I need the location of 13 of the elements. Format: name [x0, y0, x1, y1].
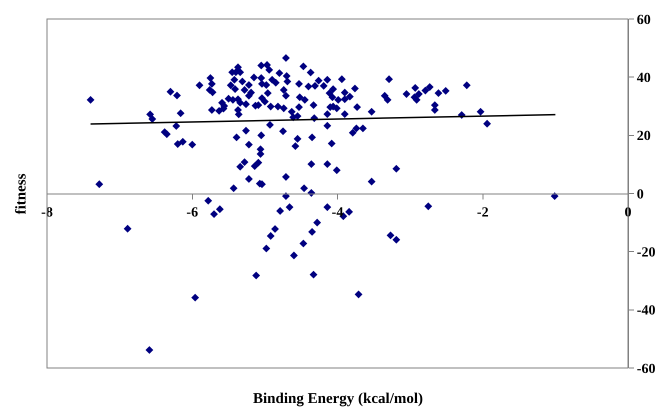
y-tick-label: 0: [636, 187, 644, 202]
y-axis-title: fitness: [13, 173, 30, 214]
x-tick-label: -2: [476, 205, 489, 220]
y-tick-label: -20: [636, 246, 656, 261]
x-tick-label: -6: [186, 205, 198, 220]
x-tick-label: -4: [332, 205, 344, 220]
y-tick-label: 40: [636, 71, 651, 86]
x-tick-label: 0: [624, 205, 632, 220]
y-tick-label: 20: [636, 129, 651, 144]
y-tick-label: -40: [636, 304, 656, 319]
x-axis-title: Binding Energy (kcal/mol): [253, 391, 424, 407]
y-tick-label: -60: [636, 362, 656, 377]
y-tick-label: 60: [636, 12, 651, 28]
